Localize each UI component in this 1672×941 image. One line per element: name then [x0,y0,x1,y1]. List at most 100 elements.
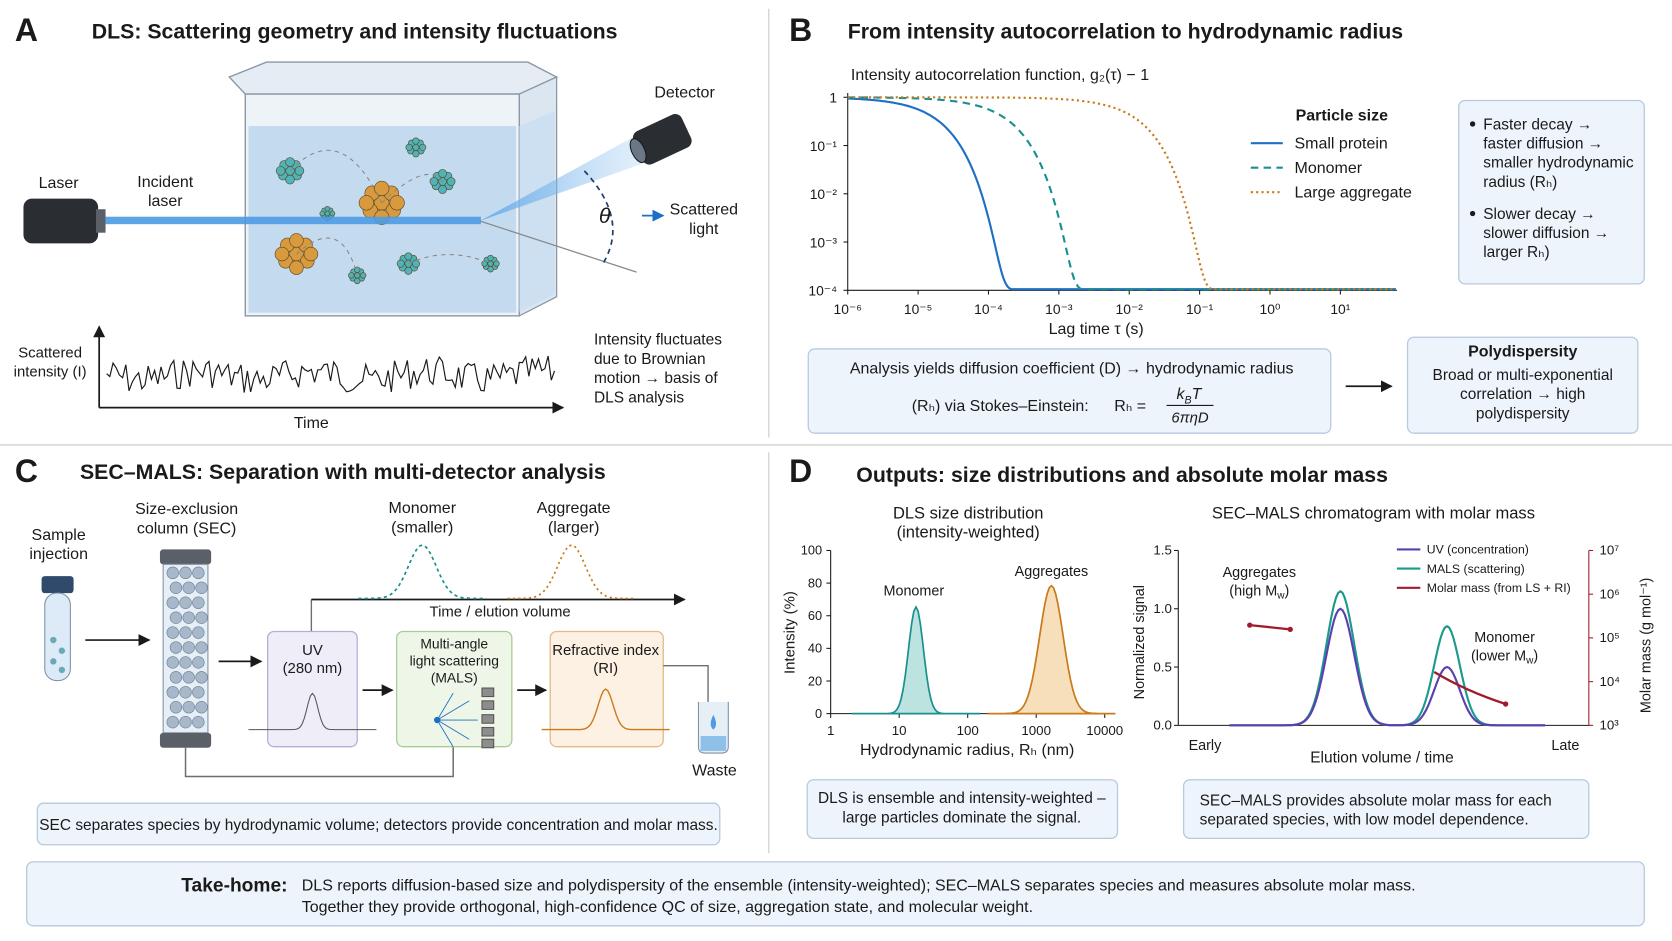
formula-numerator: kBT [1177,386,1203,406]
particle-bead [303,246,319,262]
resin-bead [195,701,208,714]
vial-particle [50,636,57,644]
label: (intensity-weighted) [897,523,1040,542]
resin-bead [166,596,179,609]
y2-tick-label: 10⁷ [1599,543,1619,558]
label: smaller hydrodynamic [1483,155,1634,172]
text: (lower M [1471,648,1526,664]
resin-bead [182,581,195,594]
resin-bead [169,671,183,684]
resin-bead [195,671,208,684]
aggregate-particle [274,233,319,275]
label: Elution volume / time [1310,750,1453,767]
text: ) [1533,648,1538,664]
bullet [1469,121,1476,127]
mals-sensor [481,726,495,737]
label: UV [302,642,323,659]
particle-bead [446,177,456,186]
label: Faster decay → [1483,116,1592,133]
x-tick-label: 10⁻² [1116,301,1144,317]
label: Waste [692,762,737,779]
monomer-distribution [851,605,980,715]
resin-bead [166,566,179,580]
mals-sensor [481,714,495,724]
y-tick-label: 10⁻³ [810,234,838,250]
x-tick-label: 1 [827,723,834,738]
x-tick-label: 10⁰ [1260,301,1281,317]
label: Together they provide orthogonal, high-c… [302,899,1033,916]
monomer-peak [358,544,487,600]
y-tick-label: 1.5 [1153,543,1172,558]
aggregate-particle [358,180,405,225]
particle-bead [289,233,304,248]
x-tick-label: 100 [957,723,979,738]
polydispersity-box [1406,336,1639,434]
label: (RI) [593,660,618,677]
label: (lower Mw) [1471,648,1538,666]
label: Hydrodynamic radius, Rₕ (nm) [860,742,1074,759]
resin-bead [179,596,192,609]
particle-bead [285,157,295,167]
label: (Rₕ) via Stokes–Einstein: [912,398,1089,415]
label: Aggregates [1223,565,1297,581]
detector-lens [629,138,647,164]
label: Polydispersity [1468,343,1577,360]
sym: T [1192,386,1203,403]
vial [44,592,71,682]
mals-sensor [481,687,495,698]
curve-small-protein [847,97,1396,291]
panel-title: DLS: Scattering geometry and intensity f… [92,20,618,44]
sym: k [1177,386,1186,403]
resin-bead [179,626,192,639]
label: large particles dominate the signal. [842,809,1081,826]
particle-bead [324,205,331,212]
y-tick-label: 80 [808,575,822,590]
particle-bead [487,254,494,262]
particle-bead [374,180,390,197]
particle-bead [285,174,295,185]
uv-detector [267,630,358,748]
laser-body [23,198,99,244]
label: Scattered [670,202,738,219]
x-tick-label: 10⁻⁶ [834,301,862,317]
detector [629,114,692,165]
label: DLS is ensemble and intensity-weighted – [818,790,1106,807]
ri-peak [541,688,670,731]
legend-label: Monomer [1295,160,1363,177]
sub: B [1185,394,1192,406]
mals-ray [436,719,454,748]
resin-bead [166,715,179,729]
column-cap [159,549,212,565]
label: Time / elution volume [430,604,571,621]
detector-body [632,114,692,165]
legend-title: Particle size [1296,108,1389,125]
particle-bead [289,260,304,275]
particle-bead [274,246,290,262]
label: Slower decay → [1483,206,1596,223]
label: Molar mass (g mol⁻¹) [1639,578,1655,713]
vial-particle [58,666,66,674]
x-tick-label: 10⁻³ [1045,301,1073,317]
label: Rₕ = [1114,398,1146,415]
label: Analysis yields diffusion coefficient (D… [850,360,1294,377]
y-tick-label: 100 [801,543,822,558]
panel-title: SEC–MALS: Separation with multi-detector… [80,460,606,484]
y-tick-label: 10⁻⁴ [808,283,837,299]
panel-letter: B [789,12,812,48]
label: correlation → high [1460,386,1585,403]
label: injection [29,546,88,563]
label: Aggregates [1015,564,1089,580]
particle-bead [404,252,413,261]
y-tick-label: 60 [808,608,822,623]
y-tick-label: 10⁻² [810,186,838,202]
particle-bead [404,266,413,275]
vial-particle [50,658,57,665]
label: DLS size distribution [893,503,1044,522]
resin-bead [182,671,195,684]
caption-box [36,802,721,846]
vial-cap [41,576,74,594]
curve-large-aggregate [847,96,1396,291]
molar-mass-monomer [1433,671,1507,706]
resin-bead [192,566,205,580]
